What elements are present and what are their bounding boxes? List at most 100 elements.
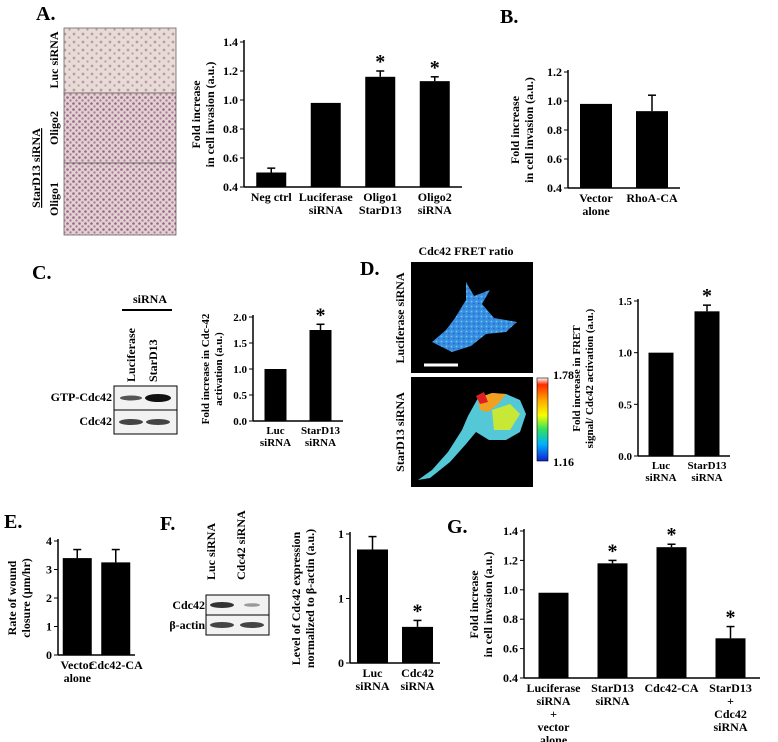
chart-f-bar [357,549,388,663]
fret-title: Cdc42 FRET ratio [418,244,513,258]
chart-b-ytick-label: 0.4 [547,181,562,195]
chart-g-significance-star: * [667,524,677,546]
chart-g-significance-star: * [726,607,736,629]
chart-f-category-label: siRNA [400,679,434,693]
chart-a-bar [310,102,341,187]
chart-a-category-label: Neg ctrl [251,190,293,204]
chart-g-ytick-label: 0.8 [503,612,518,626]
chart-e-ytick-label: 4 [46,534,52,548]
chart-a-ytick-label: 0.6 [223,151,238,165]
blot-c-band-cdc42-stard13 [146,419,170,425]
chart-f-ytick-label: 1 [338,592,344,606]
chart-d-category-label: StarD13 [687,460,727,472]
chart-d-ylabel: signal/ Cdc42 activation (a.u.) [584,308,596,448]
panel-label-g: G. [447,516,468,538]
micrograph-stack [63,27,177,236]
panel-label-b: B. [500,6,518,28]
chart-g-significance-star: * [608,540,618,562]
fret-label-top: Luciferase siRNA [393,272,407,363]
chart-f-category-label: Luc [362,666,383,680]
chart-c-category-label: siRNA [305,437,336,449]
micrograph-label-oligo1: Oligo1 [47,182,61,216]
chart-c: 0.0 0.5 1.0 1.5 2.0 Fold increase in Cdc-42 ac… [200,304,343,449]
chart-a-ytick-label: 1.2 [223,64,238,78]
micrograph-label-luc: Luc siRNA [47,31,61,88]
chart-g-category-label: + [550,707,557,721]
chart-a: 0.4 0.6 0.8 1.0 1.2 1.4 Fold increase in cell i… [189,35,462,217]
chart-d-category-label: siRNA [645,472,676,484]
chart-c-category-label: Luc [266,425,284,437]
chart-d: 0.0 0.5 1.0 1.5 Fold increase in FRET signal/… [571,285,730,484]
blot-f-row-cdc42: Cdc42 [172,598,205,612]
chart-g-category-label: siRNA [536,694,570,708]
chart-g-category-label: Luciferase [527,681,582,695]
chart-f-ytick-label: 0 [338,656,344,670]
blot-c-lane-stard13: StarD13 [146,339,160,382]
chart-c-bar [264,369,287,421]
chart-c-ytick-label: 0.0 [233,416,247,428]
chart-c-ytick-label: 1.0 [233,364,247,376]
chart-g-category-label: vector [538,720,571,734]
chart-f: 0 1 1 Level of Cdc42 expression normalized t… [289,527,440,693]
panel-label-f: F. [160,513,175,535]
micrograph-oligo1-cells [64,163,176,235]
chart-b-ylabel: Fold increase [508,95,522,164]
fret-cell-stard13-warm [492,404,520,430]
chart-e-category-label: Cdc42-CA [89,658,143,672]
chart-a-ylabel: in cell invasion (a.u.) [203,62,217,168]
blot-f-band-actin-kd [240,622,264,628]
panel-label-d: D. [360,258,379,280]
chart-e-bar [62,558,92,655]
micrograph-oligo2-cells [64,93,176,163]
chart-f-ytick-label: 1 [338,527,344,541]
blot-f-frame-bottom [205,614,270,636]
chart-f-ylabel: Level of Cdc42 expression [289,531,303,665]
chart-g-ylabel: Fold increase [467,570,481,639]
chart-b-category-label: alone [582,204,610,218]
chart-b-ytick-label: 1.2 [547,65,562,79]
chart-d-significance-star: * [702,285,712,307]
chart-a-category-label: siRNA [418,203,452,217]
chart-e-ytick-label: 1 [46,620,52,634]
chart-c-significance-star: * [316,304,326,326]
blot-c-sirna-header: siRNA [133,292,167,306]
chart-e-category-label: alone [64,671,92,685]
panel-label-e: E. [4,511,22,533]
chart-b-ytick-label: 1.0 [547,94,562,108]
chart-a-bar [256,172,287,187]
chart-g-bar [656,547,687,678]
fret-cell-stard13-red-tip [476,392,488,404]
chart-g-category-label: Cdc42 [714,707,747,721]
chart-e-ylabel: Rate of wound [5,560,19,635]
chart-f-category-label: Cdc42 [401,666,434,680]
panel-label-a: A. [36,3,55,25]
chart-e: 0 1 2 3 4 Rate of wound closure (μm/hr) Vectora… [5,534,143,685]
micrograph-label-stard13: StarD13 siRNA [29,128,43,208]
chart-g-category-label: + [727,694,734,708]
chart-g-category-label: StarD13 [591,681,634,695]
chart-d-bar [694,311,720,456]
blot-f-band-actin-luc [210,622,234,628]
chart-c-ylabel: activation (a.u.) [213,332,225,406]
chart-g-ylabel: in cell invasion (a.u.) [481,552,495,658]
blot-c-row-gtp-cdc42: GTP-Cdc42 [51,390,112,404]
chart-c-bar [309,330,332,421]
chart-g-category-label: StarD13 [709,681,752,695]
blot-c-band-gtp-luc [120,395,142,401]
chart-b-ytick-label: 0.6 [547,152,562,166]
chart-g-ytick-label: 1.0 [503,583,518,597]
chart-a-significance-star: * [375,51,385,73]
chart-d-bar [648,352,674,456]
chart-e-ylabel: closure (μm/hr) [19,558,33,638]
micrograph-label-oligo2: Oligo2 [47,111,61,145]
chart-c-ytick-label: 1.5 [233,338,247,350]
chart-d-ytick-label: 1.5 [618,296,632,308]
chart-b-category-label: Vector [579,191,613,205]
blot-f-row-actin: β-actin [169,618,205,632]
chart-a-category-label: siRNA [309,203,343,217]
chart-f-significance-star: * [413,600,423,622]
chart-a-category-label: Oligo2 [418,190,452,204]
chart-e-ytick-label: 2 [46,591,52,605]
chart-b: 0.4 0.6 0.8 1.0 1.2 Fold increase in cell inva… [508,65,680,218]
